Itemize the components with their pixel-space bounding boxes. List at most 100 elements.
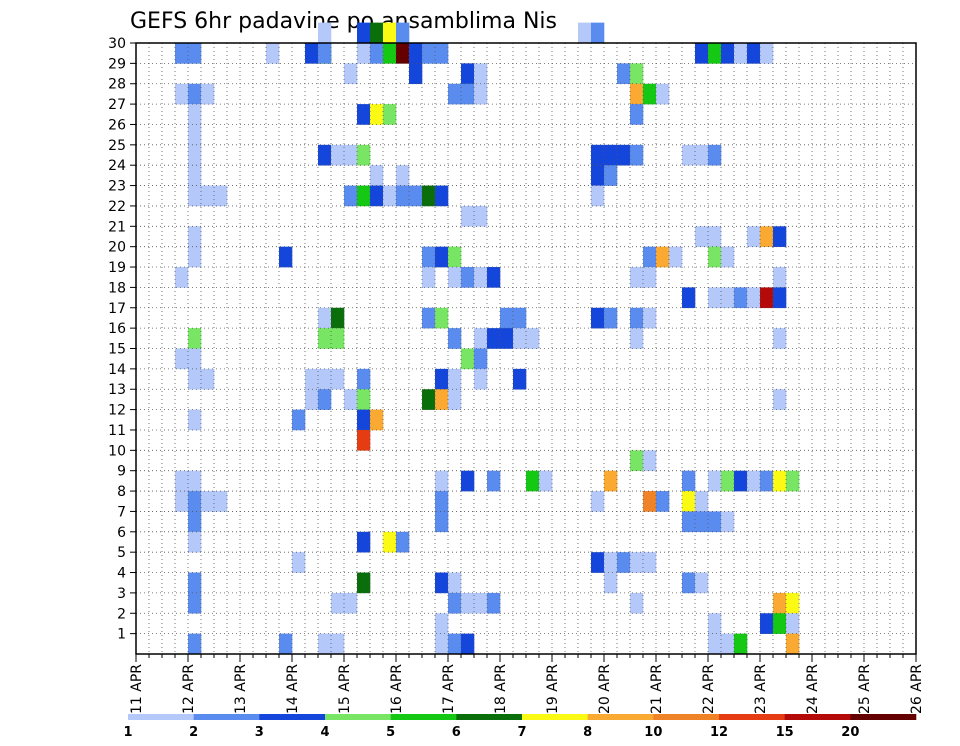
precip-cell: [370, 43, 384, 64]
precip-cell: [435, 613, 449, 634]
y-tick-label: 25: [108, 138, 126, 154]
precip-cell: [630, 267, 644, 288]
precip-cell: [760, 613, 774, 634]
precip-cell: [357, 429, 371, 451]
precip-cell: [344, 592, 358, 614]
precip-cell: [331, 307, 345, 329]
precip-cell: [617, 144, 631, 166]
precip-cell: [643, 491, 657, 512]
precip-cell: [669, 246, 683, 268]
precip-cell: [786, 633, 800, 655]
precip-cell: [617, 63, 631, 85]
precip-cell: [656, 246, 670, 268]
x-tick-label: 17 APR: [441, 664, 457, 714]
precip-cell: [292, 409, 306, 431]
precip-cell: [422, 246, 436, 268]
precip-cell: [474, 205, 488, 227]
precip-cell: [630, 450, 644, 471]
precip-cell: [604, 307, 618, 329]
precip-cell: [721, 511, 735, 533]
precip-cell: [188, 144, 202, 166]
precip-cell: [370, 104, 384, 125]
precip-cell: [188, 124, 202, 146]
precip-cell: [396, 43, 410, 64]
y-tick-label: 5: [117, 545, 126, 561]
precip-cell: [357, 368, 371, 390]
precip-cell: [630, 328, 644, 349]
precip-cell: [773, 613, 787, 634]
precip-cell: [487, 267, 501, 288]
precip-cell: [747, 287, 761, 309]
precip-cell: [383, 104, 397, 125]
precip-cell: [448, 83, 462, 105]
legend-swatch: [259, 714, 326, 720]
precip-cell: [695, 144, 709, 166]
precip-cell: [396, 22, 410, 44]
legend-label: 1: [123, 725, 132, 740]
precip-cell: [643, 450, 657, 471]
y-tick-label: 18: [108, 280, 126, 296]
y-tick-label: 9: [117, 464, 126, 480]
precip-cell: [461, 633, 475, 655]
legend-swatch: [128, 714, 194, 720]
precip-cell: [409, 185, 423, 207]
precip-cell: [422, 43, 436, 64]
precip-cell: [708, 246, 722, 268]
precip-cell: [773, 226, 787, 247]
precip-cell: [331, 633, 345, 655]
y-tick-label: 16: [108, 321, 126, 337]
legend-label: 12: [710, 725, 728, 740]
precip-cell: [448, 246, 462, 268]
precip-cell: [201, 185, 215, 207]
precip-cell: [188, 246, 202, 268]
precip-cell: [539, 470, 553, 492]
precip-cell: [682, 572, 696, 594]
precip-cell: [357, 144, 371, 166]
x-tick-label: 12 APR: [181, 664, 197, 714]
precip-cell: [370, 185, 384, 207]
precip-cell: [591, 491, 605, 512]
chart-title: GEFS 6hr padavine po ansamblima Nis: [130, 9, 557, 34]
precip-cell: [786, 592, 800, 614]
precip-cell: [292, 552, 306, 573]
precip-cell: [318, 22, 332, 44]
legend-swatch: [193, 714, 260, 720]
precip-cell: [630, 63, 644, 85]
precip-cell: [604, 165, 618, 186]
precip-cell: [448, 328, 462, 349]
precip-cell: [331, 592, 345, 614]
precip-cell: [188, 409, 202, 431]
precip-cell: [708, 43, 722, 64]
legend-swatch: [390, 714, 457, 720]
y-tick-label: 12: [108, 403, 126, 419]
x-tick-label: 24 APR: [805, 664, 821, 714]
precip-cell: [695, 43, 709, 64]
y-tick-label: 6: [117, 525, 126, 541]
precip-cell: [318, 368, 332, 390]
legend-label: 2: [189, 725, 198, 740]
precip-cell: [435, 572, 449, 594]
y-tick-label: 21: [108, 219, 126, 235]
x-tick-label: 22 APR: [701, 664, 717, 714]
precip-cell: [305, 368, 319, 390]
precip-cell: [643, 552, 657, 573]
legend-label: 7: [517, 725, 526, 740]
precip-cell: [591, 307, 605, 329]
precip-cell: [396, 531, 410, 553]
precip-cell: [318, 43, 332, 64]
precip-cell: [422, 307, 436, 329]
x-tick-label: 26 APR: [909, 664, 925, 714]
precip-cell: [773, 287, 787, 309]
y-tick-label: 20: [108, 240, 126, 256]
precip-cell: [188, 328, 202, 349]
y-tick-label: 24: [108, 158, 126, 174]
precip-cell: [201, 491, 215, 512]
precip-cell: [487, 328, 501, 349]
precip-cell: [435, 368, 449, 390]
precip-cell: [591, 165, 605, 186]
x-tick-label: 19 APR: [545, 664, 561, 714]
precip-cell: [357, 389, 371, 410]
precip-cell: [656, 83, 670, 105]
precip-cell: [175, 348, 189, 370]
precip-cell: [591, 185, 605, 207]
